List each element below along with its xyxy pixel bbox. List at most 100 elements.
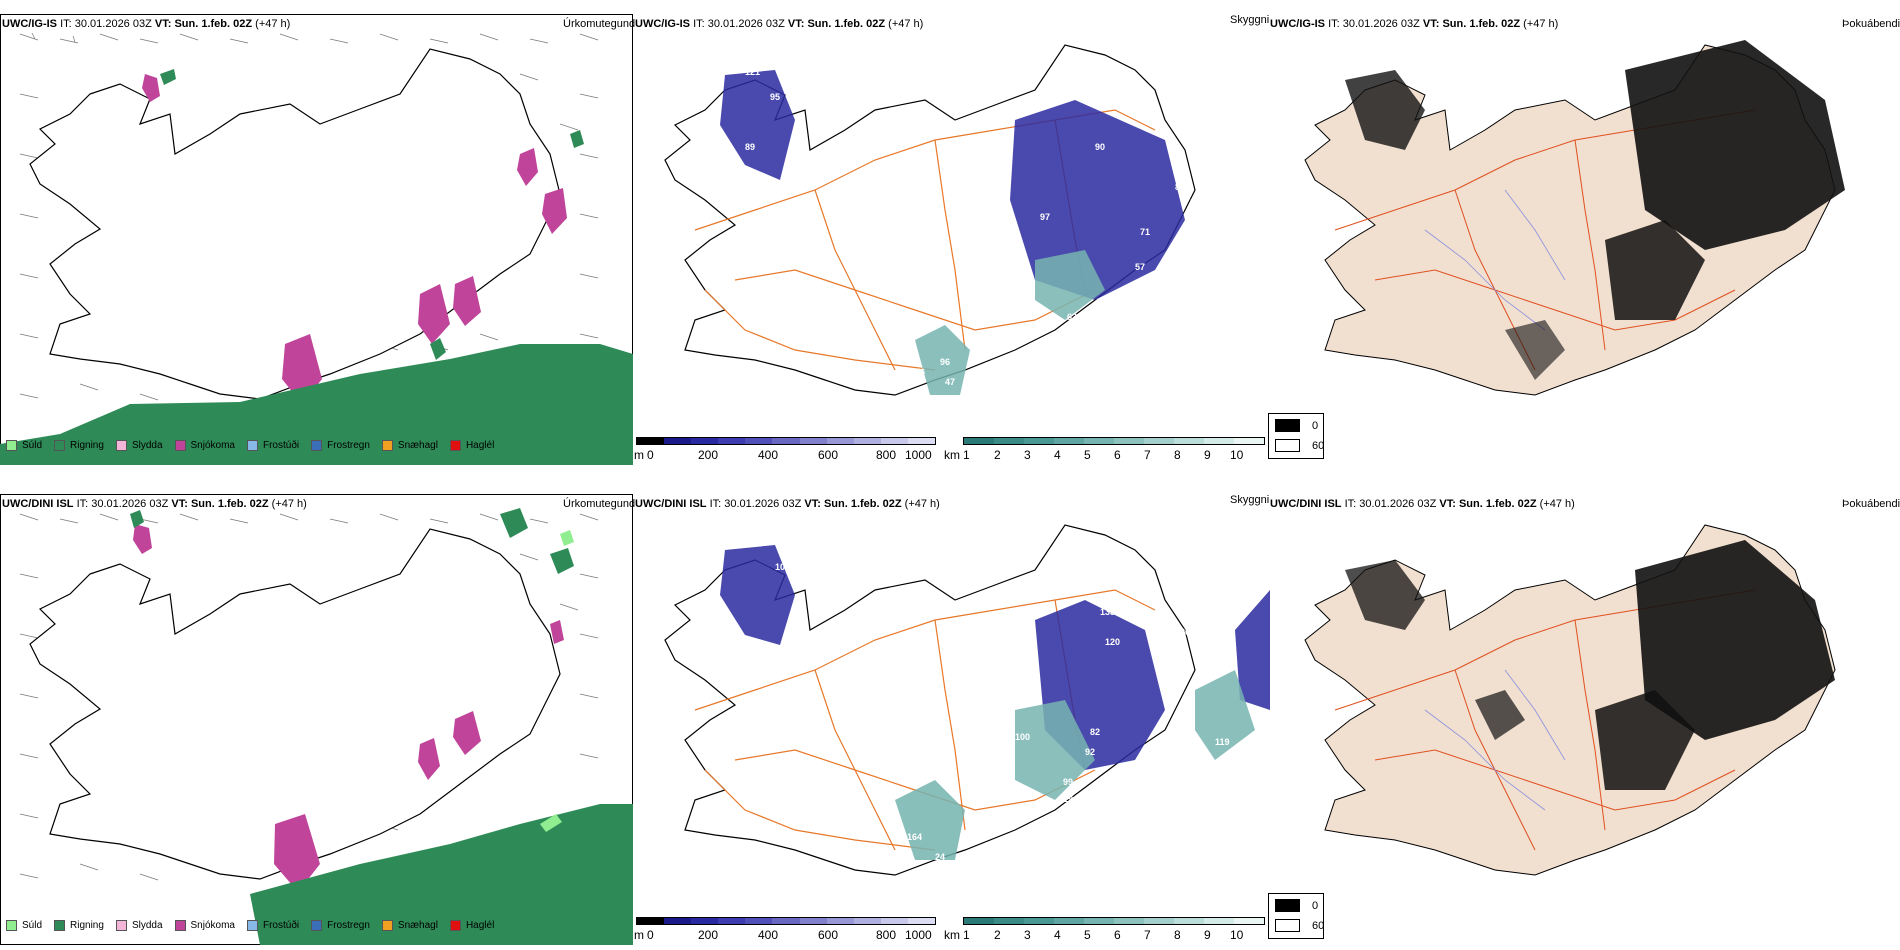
colorbar-tick: 1000: [905, 928, 932, 942]
lead-time: (+47 h): [904, 498, 940, 510]
legend-swatch-snow: [174, 440, 186, 451]
fog-key-row: 60: [1275, 439, 1324, 452]
legend-item: Súld: [6, 440, 42, 451]
vis-value: 53: [1167, 277, 1177, 287]
lead-time: (+47 h): [271, 498, 307, 510]
legend-label: Snæhagl: [397, 920, 438, 931]
colorbar-tick: 600: [818, 928, 839, 942]
vt-time: Sun. 1.feb. 02Z: [807, 18, 886, 30]
panel-title-visibility: Skyggni: [1230, 494, 1270, 506]
vt-label: VT:: [1439, 498, 1456, 510]
colorbar-tick: 6: [1114, 928, 1121, 942]
fog-key: 0 60: [1268, 893, 1324, 939]
precip-legend: Súld Rigning Slydda Snjókoma Frostúði Fr…: [6, 440, 494, 451]
rain-areas: [130, 508, 633, 945]
legend-swatch-freezing-drizzle: [246, 920, 258, 931]
it-label: IT:: [709, 498, 722, 510]
legend-item: Frostúði: [246, 440, 300, 451]
vis-colorbar-km: [963, 917, 1265, 925]
vt-time: Sun. 1.feb. 02Z: [190, 498, 269, 510]
vis-unit-m: m: [634, 928, 644, 942]
lead-time: (+47 h): [1523, 18, 1559, 30]
colorbar-tick: 5: [1084, 928, 1091, 942]
colorbar-tick: 1: [963, 448, 970, 462]
colorbar-tick: 4: [1054, 928, 1061, 942]
model-name: UWC/DINI ISL: [1270, 498, 1342, 510]
colorbar-tick: 2: [994, 448, 1001, 462]
colorbar-tick: 800: [876, 928, 897, 942]
fog-rivers: [1424, 189, 1566, 331]
row2: UWC/DINI ISL IT: 30.01.2026 03Z VT: Sun.…: [0, 480, 1900, 950]
rain-areas: [0, 69, 633, 465]
legend-label: Slydda: [131, 920, 163, 931]
vis-value: 76: [1097, 297, 1107, 307]
vis-value: 97: [1040, 212, 1050, 222]
colorbar-tick: 0: [647, 928, 654, 942]
fog-rivers: [1424, 669, 1566, 811]
vis-value: 101: [775, 562, 790, 572]
vis-unit-km: km: [944, 448, 960, 462]
vis-value: 90: [1095, 142, 1105, 152]
legend-label: Snæhagl: [397, 440, 438, 451]
vt-label: VT:: [154, 18, 172, 30]
colorbar-tick: 400: [758, 928, 779, 942]
legend-swatch-snow-pellets: [381, 440, 393, 451]
vis-value: 86: [1180, 627, 1190, 637]
legend-swatch-drizzle: [6, 440, 17, 451]
legend-item: Haglél: [449, 920, 494, 931]
vis-colorbar-m: [636, 437, 936, 445]
panel-header: UWC/IG-IS IT: 30.01.2026 03Z VT: Sun. 1.…: [1270, 18, 1558, 30]
panel-header: UWC/IG-IS IT: 30.01.2026 03Z VT: Sun. 1.…: [635, 18, 923, 30]
vis-value: 120: [1105, 637, 1120, 647]
colorbar-tick: 0: [647, 448, 654, 462]
precip-type-map: [0, 32, 633, 465]
model-name: UWC/IG-IS: [1270, 18, 1325, 30]
vis-value: 100: [1015, 732, 1030, 742]
colorbar-tick: 200: [698, 928, 719, 942]
vis-value: 119: [1215, 737, 1230, 747]
legend-item: Snjókoma: [174, 440, 235, 451]
legend-label: Frostregn: [327, 440, 370, 451]
row1: UWC/IG-IS IT: 30.01.2026 03Z VT: Sun. 1.…: [0, 0, 1900, 470]
fog-swatch-white: [1275, 439, 1300, 452]
fog-swatch-black: [1275, 419, 1300, 432]
legend-label: Snjókoma: [190, 440, 235, 451]
legend-swatch-drizzle: [6, 920, 17, 931]
vis-value: 19: [1063, 794, 1073, 804]
vis-value: 121: [745, 67, 760, 77]
model-name: UWC/DINI ISL: [2, 498, 74, 510]
fog-key-value: 60: [1312, 919, 1325, 932]
fog-key-value: 0: [1312, 899, 1319, 912]
vis-value: 24: [935, 852, 945, 862]
fog-areas: [1345, 540, 1835, 790]
fog-map: [1304, 524, 1836, 876]
vis-value: 57: [1135, 262, 1145, 272]
vis-value: 47: [945, 377, 955, 387]
panel-title-precip-type: Úrkomutegund: [563, 18, 636, 30]
legend-label: Frostúði: [262, 440, 300, 451]
colorbar-tick: 10: [1230, 448, 1244, 462]
precip-type-map: [19, 508, 633, 945]
drizzle-areas: [540, 530, 574, 832]
colorbar-tick: 4: [1054, 448, 1061, 462]
colorbar-tick: 10: [1230, 928, 1244, 942]
it-time: 30.01.2026 03Z: [1359, 498, 1437, 510]
legend-swatch-freezing-drizzle: [246, 440, 258, 451]
colorbar-tick: 200: [698, 448, 719, 462]
legend-item: Frostregn: [311, 920, 370, 931]
wind-barbs: [19, 513, 599, 881]
legend-item: Snæhagl: [381, 920, 438, 931]
vis-value: 96: [940, 357, 950, 367]
legend-item: Snæhagl: [381, 440, 438, 451]
colorbar-tick: 5: [1084, 448, 1091, 462]
vt-label: VT:: [787, 18, 805, 30]
vis-unit-m: m: [634, 448, 644, 462]
legend-label: Rigning: [70, 920, 104, 931]
legend-item: Rigning: [54, 920, 104, 931]
it-label: IT:: [76, 498, 89, 510]
legend-label: Snjókoma: [190, 920, 235, 931]
vis-value: 92: [1085, 747, 1095, 757]
colorbar-tick: 7: [1144, 928, 1151, 942]
visibility-map: 101 164 24 100 99 19 82 92 133 120 75 86…: [664, 524, 1270, 876]
wind-barbs: [19, 32, 599, 401]
